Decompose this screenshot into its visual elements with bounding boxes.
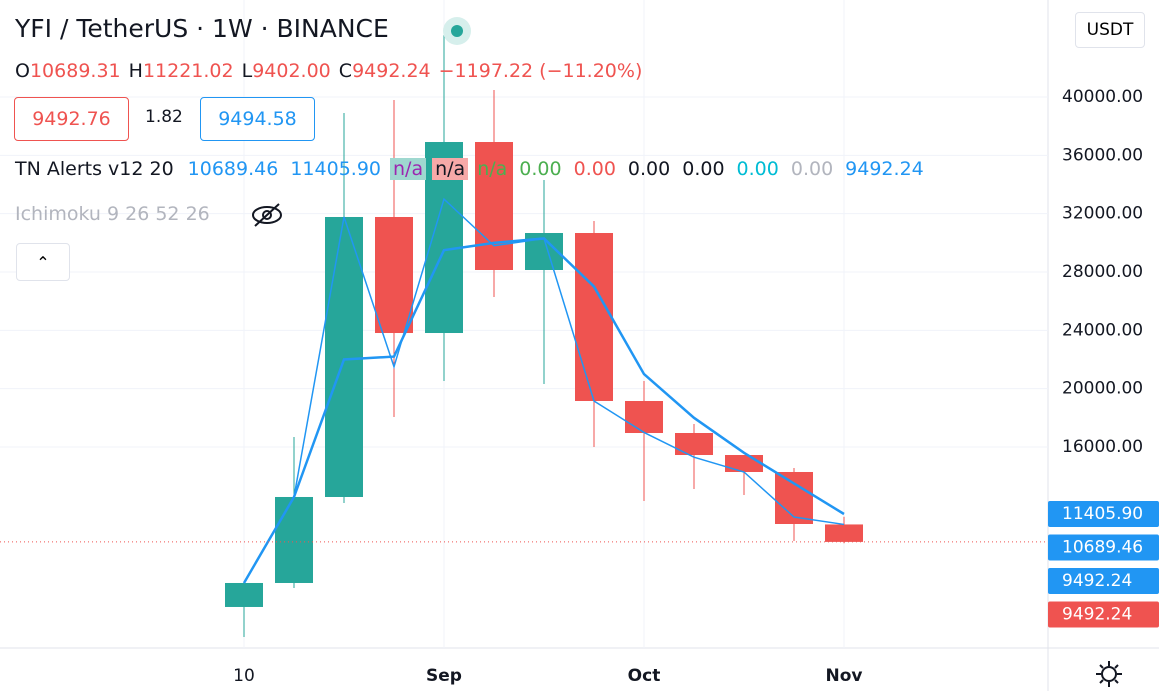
- indicator-value: 0.00: [682, 158, 725, 180]
- ohlc-value: 10689.31: [29, 60, 121, 82]
- sell-button[interactable]: 9492.76: [14, 97, 129, 141]
- y-tick-label: 20000.00: [1062, 379, 1143, 399]
- indicator-value: 0.00: [790, 158, 834, 180]
- collapse-button[interactable]: ⌃: [16, 243, 70, 281]
- indicator-value: 11405.90: [290, 158, 382, 180]
- x-tick-label: Oct: [628, 666, 661, 686]
- plot-background: [0, 0, 1048, 648]
- indicator-name[interactable]: TN Alerts v12 20: [15, 158, 174, 180]
- price-label: 9492.24: [1062, 605, 1132, 625]
- status-dot: [443, 17, 471, 45]
- settings-icon[interactable]: [1094, 659, 1124, 689]
- candle-body: [325, 216, 363, 497]
- price-label: 11405.90: [1062, 504, 1143, 524]
- indicator-value: 9492.24: [845, 158, 924, 180]
- candle-body: [725, 455, 763, 472]
- candle-body: [775, 471, 813, 524]
- ohlc-key: C: [338, 60, 353, 82]
- price-label-box: [1048, 601, 1159, 628]
- symbol-title[interactable]: YFI / TetherUS · 1W · BINANCE: [15, 14, 389, 43]
- indicator-value: n/a: [477, 158, 508, 180]
- ohlc-value: 11221.02: [142, 60, 234, 82]
- candle-body: [475, 142, 513, 271]
- candle-body: [625, 400, 663, 434]
- indicator-value: 0.00: [519, 158, 562, 180]
- candle-body: [275, 496, 313, 583]
- ohlc-value: 9402.00: [252, 60, 331, 82]
- candle-body: [375, 216, 413, 334]
- x-tick-label: 10: [233, 666, 255, 686]
- y-tick-label: 36000.00: [1062, 145, 1143, 165]
- ohlc-value: 9492.24: [352, 60, 431, 82]
- indicator-value: n/a: [432, 158, 469, 180]
- price-label-box: [1048, 501, 1159, 527]
- candle-body: [575, 233, 613, 401]
- y-tick-label: 40000.00: [1062, 87, 1143, 107]
- currency-button[interactable]: USDT: [1075, 12, 1145, 48]
- indicator-value: n/a: [390, 158, 427, 180]
- indicator-legend: TN Alerts v12 20 10689.46 11405.90 n/a n/a n…: [15, 158, 933, 180]
- indicator-line: [243, 197, 845, 584]
- y-tick-label: 24000.00: [1062, 320, 1143, 340]
- y-tick-label: 28000.00: [1062, 262, 1143, 282]
- ohlc-key: L: [241, 60, 253, 82]
- y-tick-label: 16000.00: [1062, 437, 1143, 457]
- spread: 1.82: [145, 107, 183, 127]
- indicator-value: 0.00: [573, 158, 616, 180]
- ohlc-key: O: [15, 60, 30, 82]
- hidden-icon[interactable]: [250, 200, 284, 230]
- candle-body: [825, 524, 863, 542]
- buy-button[interactable]: 9494.58: [200, 97, 315, 141]
- indicator-value: 0.00: [627, 158, 671, 180]
- indicator-value: 0.00: [736, 158, 779, 180]
- y-tick-label: 32000.00: [1062, 204, 1143, 224]
- price-label-box: [1048, 534, 1159, 561]
- candle-body: [675, 433, 713, 456]
- price-label: 9492.24: [1062, 571, 1132, 591]
- ichimoku-legend[interactable]: Ichimoku 9 26 52 26: [15, 203, 210, 225]
- ohlc-change: −1197.22 (−11.20%): [438, 60, 643, 82]
- x-tick-label: Sep: [426, 666, 462, 686]
- candle-body: [225, 582, 263, 607]
- indicator-value: 10689.46: [187, 158, 279, 180]
- ohlc-key: H: [128, 60, 143, 82]
- price-label-box: [1048, 568, 1159, 594]
- ohlc-legend: O10689.31 H11221.02 L9402.00 C9492.24 −1197.…: [15, 60, 642, 82]
- price-label: 10689.46: [1062, 538, 1143, 558]
- x-tick-label: Nov: [826, 666, 863, 686]
